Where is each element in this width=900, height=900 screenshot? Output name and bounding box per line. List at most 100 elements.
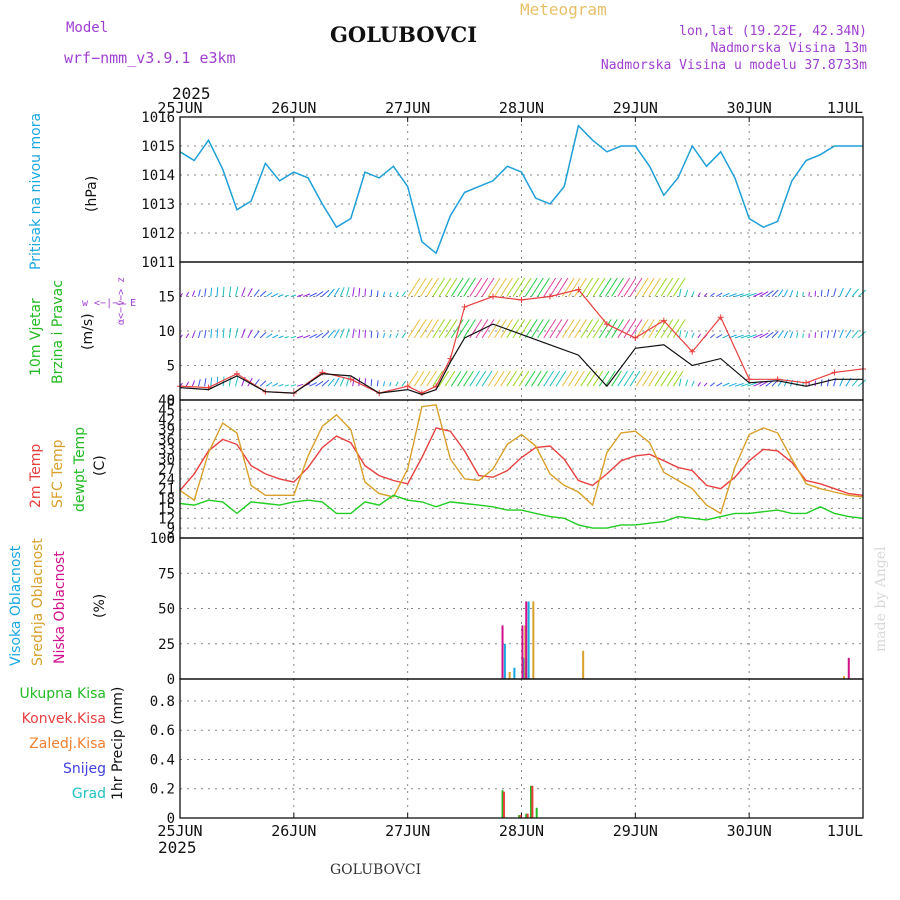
precip-conv-bar: [526, 813, 529, 818]
wind-barb: [759, 332, 769, 339]
wind-barb: [315, 380, 324, 387]
temp-tick-label: 27: [158, 462, 175, 478]
wind-barb: [623, 277, 637, 297]
wind-barb: [685, 289, 689, 297]
wind-barb: [592, 277, 606, 297]
wind-barb: [623, 370, 635, 387]
wind-barb: [611, 277, 624, 297]
wind-barb: [204, 329, 207, 338]
panel-frame: [179, 678, 864, 819]
wind-barb: [605, 277, 618, 297]
wind-barb: [235, 286, 239, 297]
wind-barb: [290, 294, 297, 297]
coords-label: lon,lat (19.22E, 42.34N): [679, 24, 867, 39]
wind-barb: [204, 288, 207, 297]
wind-barb: [740, 293, 751, 297]
precip-total-bar: [525, 813, 528, 818]
wind-barb: [666, 319, 680, 339]
wind-barb: [771, 331, 779, 339]
wind-barb: [376, 380, 379, 387]
wind-barb: [345, 286, 350, 297]
wind-barb: [820, 331, 823, 338]
wind-barb: [315, 332, 324, 339]
wind-barb: [382, 291, 386, 297]
wind-barb: [574, 370, 585, 387]
wind-barb: [272, 293, 279, 297]
wind-barb: [364, 329, 366, 338]
precip-total-bar: [535, 807, 538, 818]
wind-barb: [389, 292, 392, 297]
wind-barb: [537, 319, 550, 339]
wind-barb: [358, 287, 361, 297]
wind-barb: [734, 334, 744, 339]
wind-gust-marker: [461, 303, 468, 310]
wind-barb: [333, 377, 340, 387]
time-tick-label-bottom: 26JUN: [271, 822, 316, 840]
wind-barb: [253, 330, 260, 339]
temp-dewpt-line: [179, 494, 864, 529]
wind-barb: [198, 379, 201, 387]
precip-conv-bar: [502, 791, 505, 818]
wind-barb: [370, 289, 373, 297]
temp-tick-label: 15: [158, 501, 175, 517]
footer-station: GOLUBOVCI: [330, 862, 422, 878]
wind-barb: [568, 370, 579, 387]
wind-barb: [598, 319, 612, 339]
wind-barb: [826, 378, 830, 387]
wind-barb: [266, 381, 273, 387]
altitude-label: Nadmorska Visina 13m: [710, 41, 867, 56]
wind-barb: [660, 319, 674, 339]
pressure-tick-label: 1014: [141, 168, 175, 184]
wind-barb: [358, 329, 361, 338]
wind-barb: [303, 334, 311, 339]
wind-tick-label: 5: [167, 359, 175, 375]
time-tick-label-top: 1JUL: [827, 99, 863, 117]
wind-barb: [259, 290, 267, 297]
wind-gust-marker: [490, 293, 497, 300]
wind-barb: [703, 292, 708, 297]
wind-gust-marker: [746, 376, 753, 383]
wind-barb: [457, 319, 470, 339]
wind-barb: [789, 331, 794, 339]
wind-barb: [833, 329, 837, 339]
wind-barb: [309, 292, 318, 297]
wind-barb: [210, 377, 213, 387]
cloud-low-bar: [521, 625, 524, 679]
wind-barb: [191, 290, 196, 297]
wind-barb: [500, 277, 513, 297]
wind-barb: [728, 293, 737, 297]
wind-barb: [216, 376, 219, 387]
wind-barb: [297, 383, 304, 387]
temp-tick-label: 33: [158, 442, 175, 458]
wind-barb: [469, 277, 483, 297]
wind-barb: [654, 277, 668, 297]
wind-barb: [389, 382, 392, 387]
wind-barb: [382, 381, 386, 387]
wind-gust-marker: [347, 376, 354, 383]
pressure-tick-label: 1015: [141, 139, 175, 155]
wind-barb: [598, 370, 610, 387]
wind-barb: [549, 319, 563, 339]
wind-barb: [672, 277, 686, 297]
wind-barb: [568, 319, 581, 339]
wind-barb: [555, 370, 567, 387]
pressure-tick-label: 1011: [141, 255, 175, 271]
wind-barb: [759, 291, 769, 297]
precip-conv-bar: [531, 785, 534, 818]
wind-barb: [475, 370, 487, 387]
wind-barb: [537, 370, 548, 387]
wind-barb: [740, 382, 751, 387]
wind-barb: [352, 376, 355, 387]
wind-barb: [457, 370, 468, 387]
wind-barb: [420, 277, 433, 297]
wind-barb: [272, 382, 279, 387]
wind-barb: [327, 330, 335, 339]
wind-barb: [796, 290, 799, 297]
wind-barb: [697, 292, 701, 297]
wind-barb: [352, 328, 355, 338]
wind-barb: [617, 319, 631, 339]
wind-barb: [851, 378, 859, 387]
wind-barb: [364, 288, 366, 297]
cloud-mid-bar: [508, 671, 511, 679]
wind-barb: [444, 319, 458, 339]
